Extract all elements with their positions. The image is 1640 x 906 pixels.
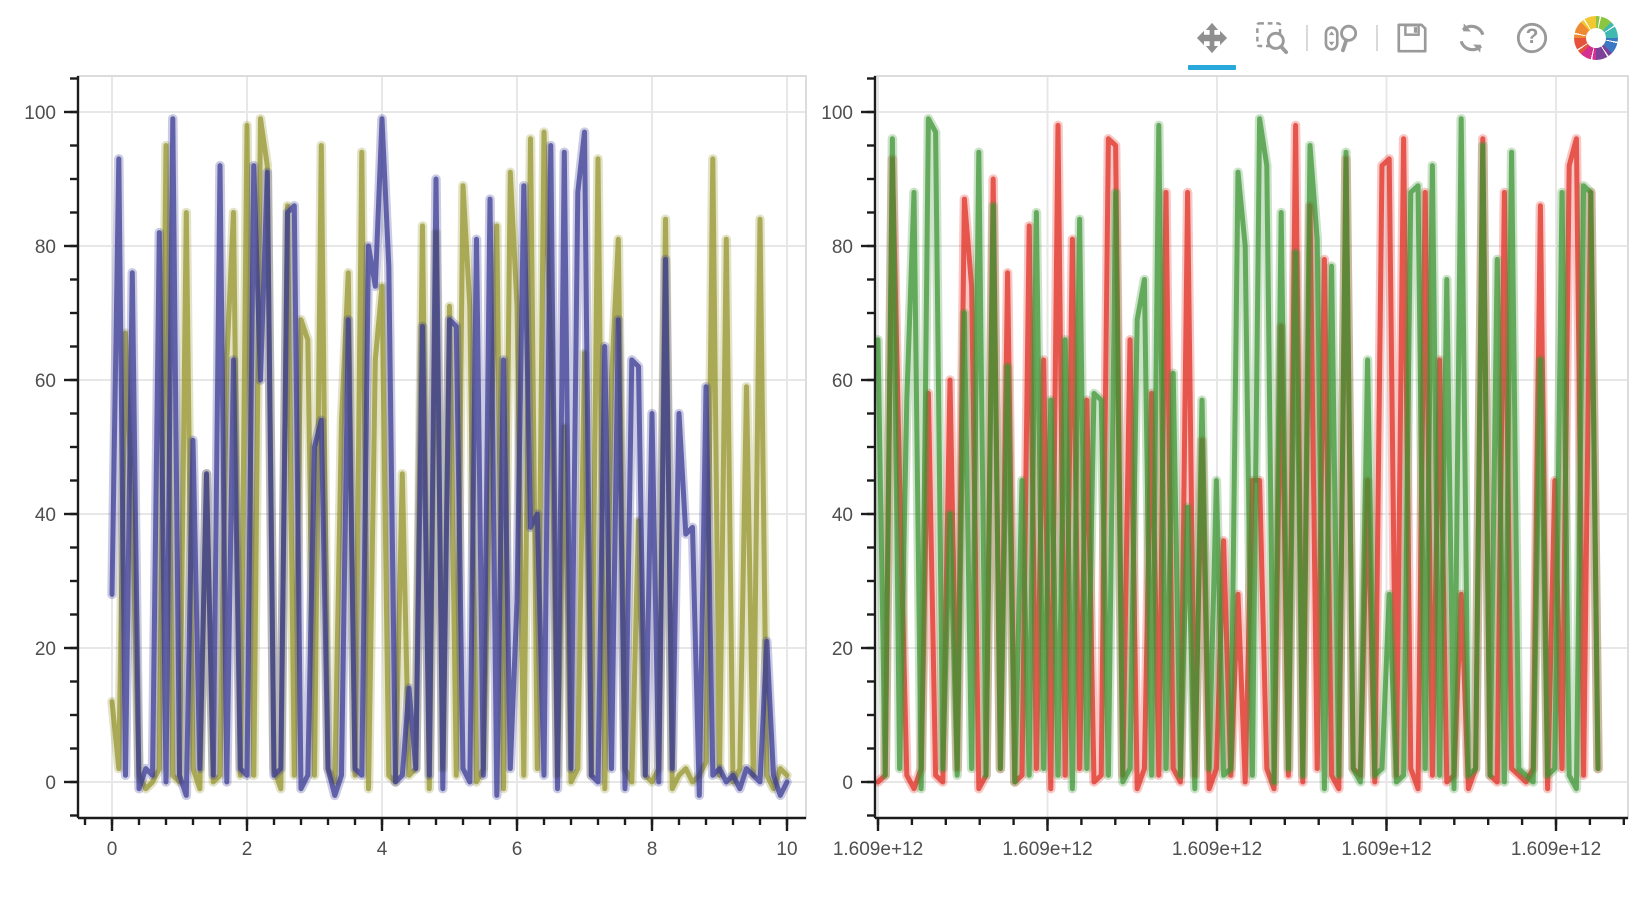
wheel-zoom-button[interactable] [1322,18,1362,58]
plot-0-canvas[interactable] [78,76,806,818]
series-slate-blue-line [109,116,790,798]
y-tick-label: 0 [842,773,853,794]
wheel-zoom-icon [1322,21,1362,55]
series-green-line [875,116,1601,792]
y-tick-label: 80 [35,237,56,258]
help-glyph: ? [1525,25,1539,49]
x-tick-label: 1.609e+12 [1002,839,1092,860]
y-tick-label: 40 [832,505,853,526]
x-tick-label: 1.609e+12 [833,839,923,860]
box-zoom-icon [1255,21,1289,55]
y-tick-label: 100 [24,103,56,124]
pan-icon [1195,21,1229,55]
series-layer [875,113,1603,794]
y-tick-label: 20 [832,639,853,660]
x-tick-label: 10 [776,839,797,860]
plot-1: 1.609e+12 1.609e+12 1.609e+12 1.609e+12 1.60… [821,75,1629,860]
bokeh-logo[interactable] [1572,14,1620,62]
axes [64,76,806,831]
reset-button[interactable] [1452,18,1492,58]
save-icon [1395,21,1429,55]
plot-1-canvas[interactable] [875,76,1628,818]
active-tool-indicator [1188,65,1236,70]
x-tick-label: 6 [512,839,523,860]
pan-button[interactable] [1188,18,1236,70]
x-tick-label: 2 [242,839,253,860]
x-tick-label: 8 [647,839,658,860]
x-tick-label: 0 [107,839,118,860]
y-tick-label: 80 [832,237,853,258]
toolbar-separator [1306,25,1308,51]
help-button[interactable]: ? [1512,18,1552,58]
bokeh-toolbar: ? [1182,12,1620,70]
y-tick-label: 100 [821,103,853,124]
y-tick-label: 20 [35,639,56,660]
box-zoom-button[interactable] [1252,18,1292,58]
axes [861,76,1628,831]
help-icon [1515,21,1549,55]
reset-icon [1454,21,1490,55]
toolbar-separator [1376,25,1378,51]
y-tick-label: 0 [45,773,56,794]
x-tick-label: 4 [377,839,388,860]
x-tick-label: 1.609e+12 [1341,839,1431,860]
tick-labels: 1.609e+12 1.609e+12 1.609e+12 1.609e+12 1.60… [821,103,1601,860]
series-layer [107,113,792,801]
save-button[interactable] [1392,18,1432,58]
x-tick-label: 1.609e+12 [1511,839,1601,860]
y-tick-label: 40 [35,505,56,526]
y-tick-label: 60 [35,371,56,392]
y-tick-label: 60 [832,371,853,392]
x-tick-label: 1.609e+12 [1172,839,1262,860]
